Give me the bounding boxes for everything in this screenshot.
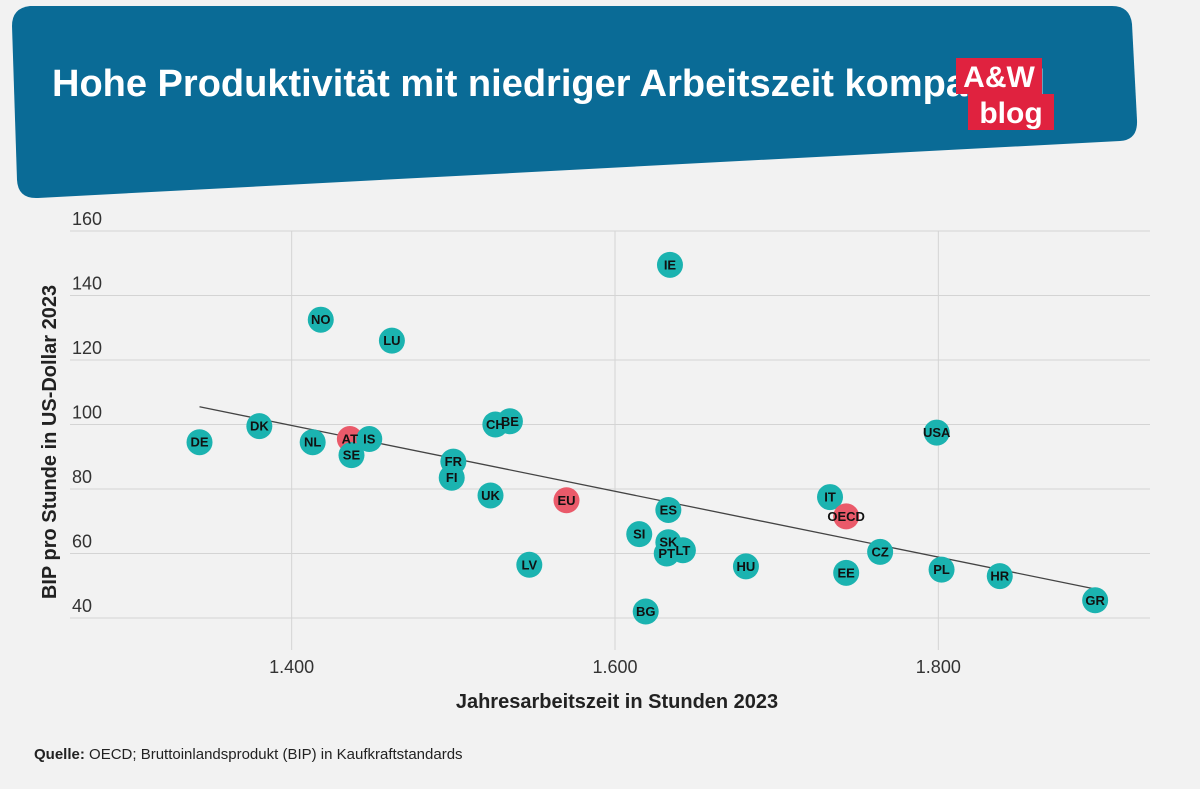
point-pl — [928, 556, 955, 583]
point-label-oecd: OECD — [827, 509, 865, 524]
y-tick-label: 60 — [72, 532, 92, 552]
point-be — [496, 408, 523, 435]
point-label-lu: LU — [383, 333, 400, 348]
y-tick-label: 80 — [72, 467, 92, 487]
point-lu — [378, 327, 405, 354]
y-tick-label: 100 — [72, 403, 102, 423]
point-oecd — [833, 503, 860, 530]
trend-line — [199, 406, 1096, 590]
logo-bottom: blog — [979, 97, 1042, 130]
point-label-de: DE — [190, 435, 208, 450]
source-text: OECD; Bruttoinlandsprodukt (BIP) in Kauf… — [84, 746, 463, 763]
point-hr — [986, 563, 1013, 590]
point-label-no: NO — [311, 312, 331, 327]
point-ee — [833, 559, 860, 586]
point-lt — [669, 537, 696, 564]
point-label-uk: UK — [481, 488, 500, 503]
y-tick-label: 120 — [72, 338, 102, 358]
x-tick-labels: 1.400 1.600 1.800 — [269, 657, 961, 677]
point-label-at: AT — [342, 432, 358, 447]
point-label-pt: PT — [658, 546, 675, 561]
header-banner — [12, 6, 1138, 199]
point-label-cz: CZ — [871, 544, 888, 559]
y-tick-label: 40 — [72, 596, 92, 616]
point-eu — [553, 487, 580, 514]
y-tick-label: 160 — [72, 209, 102, 229]
source-label: Quelle: — [34, 746, 85, 763]
point-label-it: IT — [824, 490, 836, 505]
point-label-ch: CH — [486, 417, 505, 432]
x-tick-label: 1.400 — [269, 657, 314, 677]
point-label-hr: HR — [990, 569, 1009, 584]
point-label-pl: PL — [933, 562, 950, 577]
point-label-be: BE — [501, 414, 519, 429]
point-fi — [438, 464, 465, 491]
point-cz — [867, 538, 894, 565]
point-label-eu: EU — [557, 493, 575, 508]
point-label-hu: HU — [737, 559, 756, 574]
point-label-nl: NL — [304, 435, 321, 450]
point-nl — [299, 429, 326, 456]
point-usa — [923, 419, 950, 446]
point-label-fi: FI — [446, 470, 458, 485]
point-label-is: IS — [363, 432, 376, 447]
point-ie — [656, 251, 683, 278]
chart-title: Hohe Produktivität mit niedriger Arbeits… — [52, 63, 1045, 105]
x-tick-label: 1.600 — [592, 657, 637, 677]
point-dk — [246, 413, 273, 440]
grid — [70, 230, 1150, 650]
point-de — [186, 429, 213, 456]
point-label-gr: GR — [1085, 593, 1105, 608]
point-label-sk: SK — [659, 535, 678, 550]
x-tick-label: 1.800 — [916, 657, 961, 677]
point-gr — [1082, 587, 1109, 614]
point-is — [356, 426, 383, 453]
point-se — [338, 442, 365, 469]
point-label-es: ES — [660, 502, 678, 517]
point-uk — [477, 482, 504, 509]
aw-blog-logo: A&W blog — [956, 58, 1054, 130]
point-si — [626, 521, 653, 548]
point-it — [817, 484, 844, 511]
point-label-bg: BG — [636, 604, 656, 619]
y-tick-label: 140 — [72, 274, 102, 294]
logo-top: A&W — [963, 61, 1035, 94]
point-label-fr: FR — [445, 454, 463, 469]
point-hu — [732, 553, 759, 580]
point-es — [655, 496, 682, 523]
point-label-lt: LT — [675, 543, 690, 558]
point-lv — [516, 551, 543, 578]
point-bg — [632, 598, 659, 625]
point-label-ee: EE — [838, 565, 856, 580]
point-label-ie: IE — [664, 257, 677, 272]
y-axis-title: BIP pro Stunde in US-Dollar 2023 — [39, 285, 61, 599]
point-label-se: SE — [343, 448, 361, 463]
point-label-lv: LV — [521, 557, 537, 572]
point-no — [307, 306, 334, 333]
point-label-si: SI — [633, 527, 645, 542]
x-axis-title: Jahresarbeitszeit in Stunden 2023 — [456, 691, 778, 713]
y-tick-labels: 40 60 80 100 120 140 160 — [72, 209, 102, 616]
point-label-dk: DK — [250, 419, 269, 434]
point-label-usa: USA — [923, 425, 951, 440]
source-note: Quelle: OECD; Bruttoinlandsprodukt (BIP)… — [34, 746, 463, 763]
